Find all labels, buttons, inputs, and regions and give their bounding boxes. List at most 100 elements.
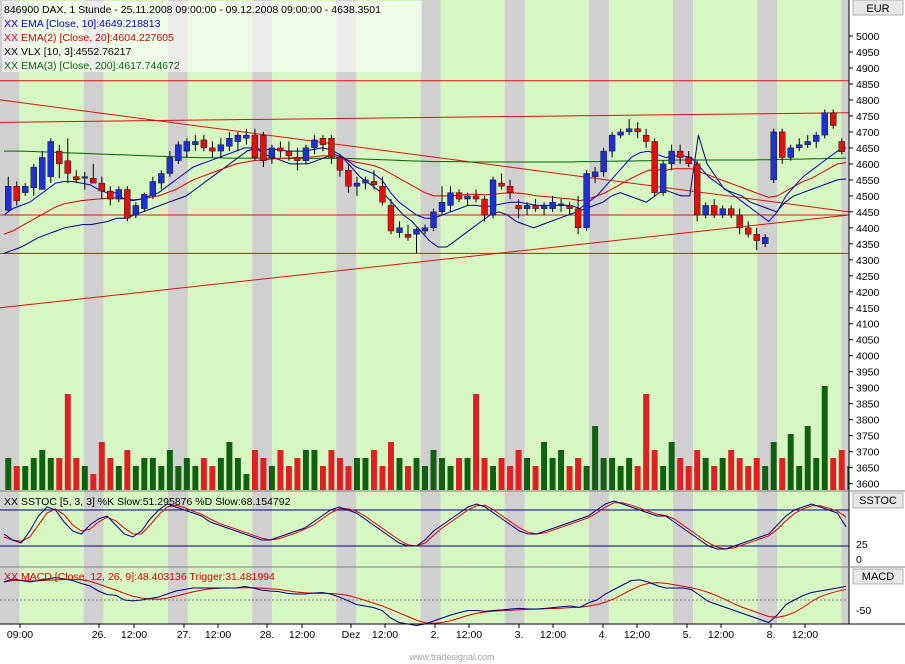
candle[interactable] [489,179,497,216]
candle[interactable] [762,237,769,245]
candle[interactable] [30,166,37,189]
candle[interactable] [115,189,122,200]
candle[interactable] [183,141,191,152]
candle[interactable] [719,208,726,216]
candle[interactable] [625,128,633,133]
candle[interactable] [370,181,378,185]
candle[interactable] [345,170,352,187]
candle[interactable] [81,176,88,179]
candle[interactable] [540,205,548,209]
candle[interactable] [787,147,794,158]
candle[interactable] [404,234,412,238]
candle[interactable] [294,157,301,161]
candle[interactable] [13,186,20,201]
candle[interactable] [268,147,276,158]
downtrend-line[interactable] [0,99,850,213]
legend-ema200[interactable]: XX EMA(3) [Close, 200]:4617.744672 [4,60,180,72]
candle[interactable] [260,134,267,161]
candle[interactable] [506,186,514,193]
candle[interactable] [251,134,259,158]
sstoc-d-line[interactable] [3,502,847,550]
candle[interactable] [659,163,667,193]
candle[interactable] [591,171,599,177]
candle[interactable] [745,227,752,235]
candle[interactable] [796,144,803,149]
candle[interactable] [779,131,786,158]
candle[interactable] [22,186,29,193]
candle[interactable] [430,211,437,229]
candle[interactable] [668,150,675,165]
candle[interactable] [770,131,777,181]
candle[interactable] [353,182,361,187]
candle[interactable] [158,173,165,184]
candle[interactable] [39,157,46,190]
candle[interactable] [124,189,131,219]
candle[interactable] [481,198,488,216]
candle[interactable] [702,205,709,216]
candle[interactable] [64,160,71,174]
sstoc-legend[interactable]: XX SSTOC [5, 3, 3] %K Slow:51.295876 %D … [4,496,291,508]
candle[interactable] [413,229,420,235]
candle[interactable] [328,138,335,158]
sstoc-panel[interactable] [0,500,849,550]
macd-legend[interactable]: XX MACD [Close, 12, 26, 9]:48.403136 Tri… [4,571,275,583]
candle[interactable] [243,134,250,139]
candle[interactable] [396,227,403,233]
candle[interactable] [277,147,284,152]
candle[interactable] [821,112,828,136]
candle[interactable] [600,150,607,173]
candle[interactable] [226,138,233,147]
candle[interactable] [583,173,590,229]
candle[interactable] [813,134,820,142]
candle[interactable] [693,163,701,216]
candle[interactable] [192,141,199,145]
candle[interactable] [5,186,12,211]
uptrend-line[interactable] [0,214,850,309]
candle[interactable] [515,205,522,209]
candle[interactable] [710,205,718,216]
candle[interactable] [175,144,182,161]
legend-ema10[interactable]: XX EMA [Close, 10]:4649.218813 [4,18,161,30]
candle[interactable] [685,157,692,165]
candle[interactable] [166,157,174,174]
candle[interactable] [319,138,327,145]
candle[interactable] [336,157,344,171]
sstoc-k-line[interactable] [3,500,847,550]
legend-vlx[interactable]: XX VLX [10, 3]:4552.76217 [4,46,131,58]
candle[interactable] [804,141,811,145]
candle[interactable] [608,134,616,152]
candle[interactable] [141,194,148,209]
candle[interactable] [98,182,105,192]
candle[interactable] [311,139,318,149]
candle[interactable] [676,150,684,158]
upper-channel-line[interactable] [0,112,850,123]
candle[interactable] [574,208,582,229]
candle[interactable] [73,176,80,181]
candle[interactable] [736,214,743,229]
candle[interactable] [379,186,386,203]
candle[interactable] [549,202,556,209]
candle[interactable] [455,192,463,200]
candle[interactable] [132,205,140,216]
candle[interactable] [47,141,54,177]
candle[interactable] [234,134,242,142]
candle[interactable] [838,141,845,152]
price-panel[interactable] [0,80,854,490]
candle[interactable] [523,205,531,209]
candle[interactable] [90,178,97,184]
candle[interactable] [149,181,157,197]
candle[interactable] [438,202,446,213]
candle[interactable] [830,112,837,126]
candle[interactable] [464,195,471,200]
candle[interactable] [387,205,395,232]
candle[interactable] [362,179,369,184]
candle[interactable] [642,134,650,142]
legend-ema20[interactable]: XX EMA(2) [Close, 20]:4604.227605 [4,32,174,44]
candle[interactable] [634,128,641,133]
candle[interactable] [285,150,293,157]
candle[interactable] [421,227,429,232]
candle[interactable] [566,205,573,209]
candle[interactable] [472,195,480,200]
candle[interactable] [302,147,310,161]
